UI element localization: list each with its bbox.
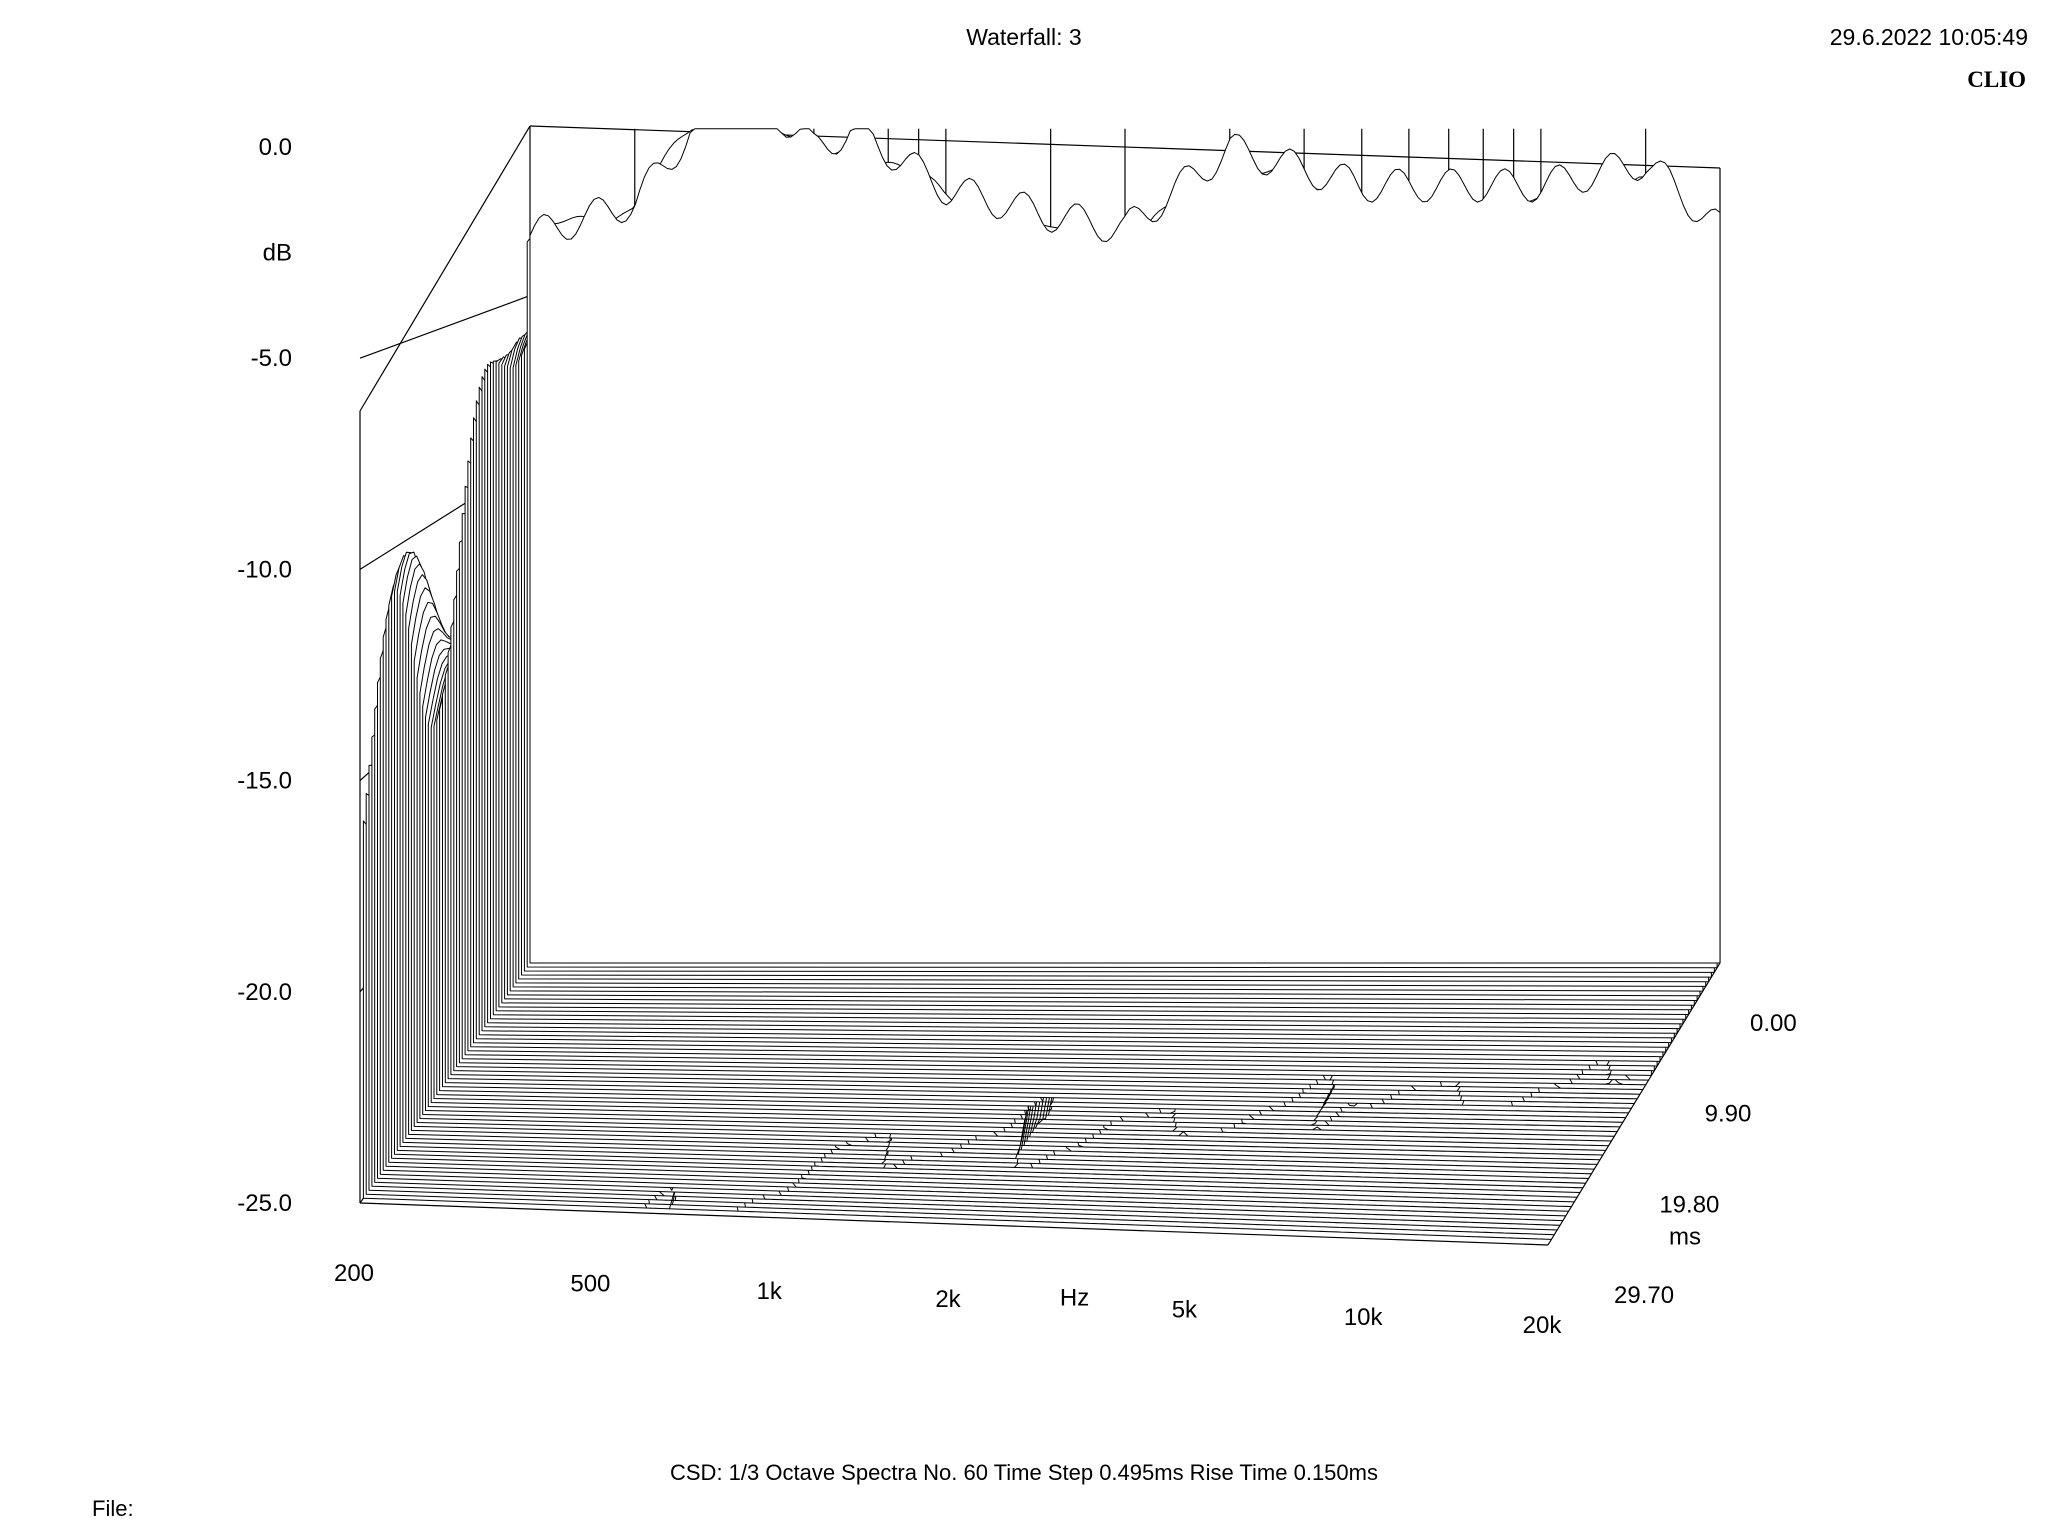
z-tick-label: 29.70 xyxy=(1614,1282,1674,1309)
z-tick-label: 0.00 xyxy=(1750,1010,1797,1037)
x-tick-label: 2k xyxy=(935,1286,961,1313)
z-axis-label: ms xyxy=(1669,1224,1701,1251)
spectrum-slice xyxy=(529,128,1721,964)
left-top-edge xyxy=(359,125,531,412)
x-tick-label: 1k xyxy=(757,1278,783,1305)
brand-label: CLIO xyxy=(1967,67,2026,92)
timestamp: 29.6.2022 10:05:49 xyxy=(1829,24,2028,50)
spectra-curves xyxy=(362,128,1721,1240)
x-tick-label: 10k xyxy=(1344,1304,1384,1331)
x-tick-label: 200 xyxy=(334,1260,374,1287)
file-label: File: xyxy=(92,1496,134,1521)
y-tick-label: -15.0 xyxy=(237,768,292,795)
y-tick-label: -25.0 xyxy=(237,1190,292,1217)
z-tick-label: 9.90 xyxy=(1705,1101,1752,1128)
x-tick-label: 500 xyxy=(570,1270,610,1297)
y-tick-label: -20.0 xyxy=(237,979,292,1006)
y-tick-label: 0.0 xyxy=(259,134,292,161)
x-tick-label: 5k xyxy=(1172,1296,1198,1323)
front-floor-edge xyxy=(359,1202,1549,1246)
x-axis-label: Hz xyxy=(1060,1285,1089,1312)
db-level-line xyxy=(359,295,531,359)
chart-title: Waterfall: 3 xyxy=(966,24,1082,50)
y-tick-label: -5.0 xyxy=(251,345,292,372)
z-tick-label: 19.80 xyxy=(1659,1191,1719,1218)
axis-labels: 0.0 -5.0 -10.0 -15.0 -20.0 -25.0 dB 200 500 1k 2k 5… xyxy=(237,134,1796,1339)
x-tick-label: 20k xyxy=(1523,1312,1563,1339)
y-axis-label: dB xyxy=(263,240,292,267)
y-tick-label: -10.0 xyxy=(237,556,292,583)
measurement-info: CSD: 1/3 Octave Spectra No. 60 Time Step… xyxy=(670,1460,1378,1485)
